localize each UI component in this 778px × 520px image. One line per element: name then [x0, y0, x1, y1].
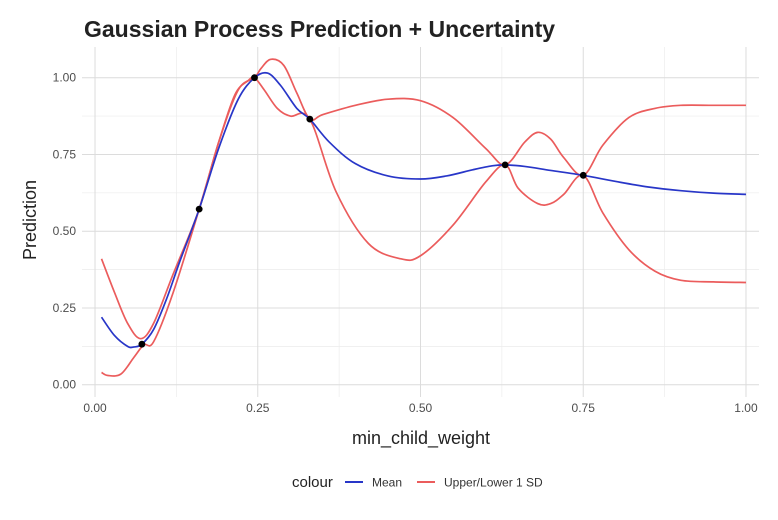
y-axis-title: Prediction: [20, 180, 40, 260]
y-tick-label: 0.00: [53, 378, 77, 392]
y-tick-label: 1.00: [53, 71, 77, 85]
y-tick-label: 0.25: [53, 301, 77, 315]
observation-points: [138, 74, 587, 348]
observation-point: [501, 161, 509, 169]
y-tick-label: 0.50: [53, 224, 77, 238]
x-axis-ticks: 0.00 0.25 0.50 0.75 1.00: [83, 401, 758, 415]
legend-label-mean: Mean: [372, 476, 402, 490]
observation-point: [195, 205, 203, 213]
legend-title: colour: [292, 474, 333, 491]
x-tick-label: 1.00: [734, 401, 758, 415]
series-line-upper-1-sd: [100, 58, 746, 340]
series-layer: [100, 58, 747, 377]
observation-point: [251, 74, 258, 82]
legend-label-sd: Upper/Lower 1 SD: [444, 476, 543, 490]
x-axis-title: min_child_weight: [352, 428, 490, 449]
x-tick-label: 0.25: [246, 401, 270, 415]
observation-point: [138, 340, 146, 348]
y-axis-ticks: 0.00 0.25 0.50 0.75 1.00: [53, 71, 77, 392]
observation-point: [579, 171, 587, 179]
x-tick-label: 0.50: [409, 401, 433, 415]
y-tick-label: 0.75: [53, 147, 77, 161]
observation-point: [306, 115, 314, 123]
series-line-lower-1-sd: [101, 76, 746, 377]
legend: colour Mean Upper/Lower 1 SD: [292, 474, 543, 491]
x-tick-label: 0.00: [83, 401, 107, 415]
chart-title: Gaussian Process Prediction + Uncertaint…: [84, 16, 555, 42]
x-tick-label: 0.75: [572, 401, 596, 415]
grid: [82, 47, 759, 397]
